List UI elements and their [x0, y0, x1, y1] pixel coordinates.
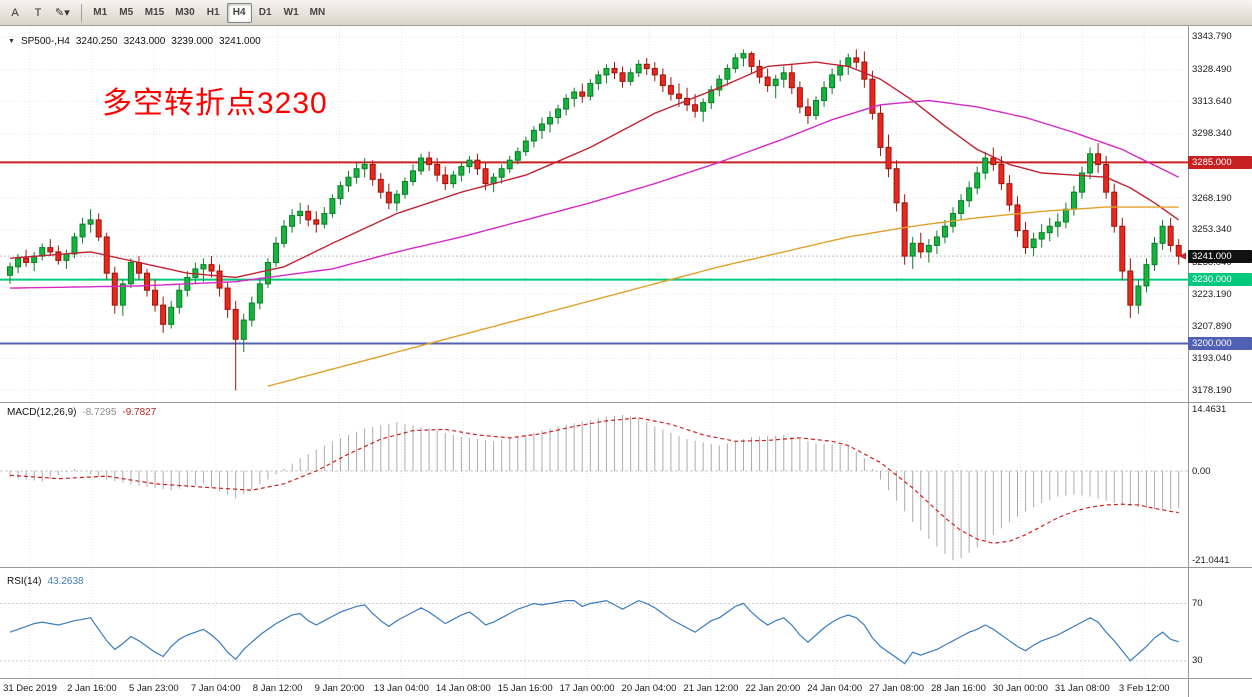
price-axis-label: 3313.640 [1192, 95, 1232, 107]
chart-symbol-header: ▼ SP500-,H4 3240.250 3243.000 3239.000 3… [8, 36, 261, 47]
time-axis-label: 31 Jan 08:00 [1055, 683, 1110, 694]
timeframe-m5-button[interactable]: M5 [119, 7, 134, 18]
time-axis-label: 15 Jan 16:00 [498, 683, 553, 694]
time-axis-label: 28 Jan 16:00 [931, 683, 986, 694]
macd-axis-label: 0.00 [1192, 465, 1211, 477]
price-badge: 3241.000 [1188, 249, 1252, 263]
macd-histogram [9, 414, 1180, 561]
ohlc-open: 3240.250 [75, 36, 118, 47]
styles-dropdown-tool-button[interactable]: ✎▾ [55, 7, 70, 19]
price-axis-label: 3328.490 [1192, 64, 1232, 76]
grid-layer [0, 26, 1188, 678]
timeframe-d1-button[interactable]: D1 [258, 7, 272, 18]
text-label-tool-button[interactable]: T [34, 6, 42, 19]
timeframe-m15-button[interactable]: M15 [144, 7, 165, 18]
price-axis-label: 3343.790 [1192, 31, 1232, 43]
macd-title: MACD(12,26,9) [7, 407, 77, 418]
time-axis-label: 24 Jan 04:00 [807, 683, 862, 694]
timeframe-m1-button[interactable]: M1 [93, 7, 108, 18]
rsi-title: RSI(14) [7, 576, 42, 587]
macd-signal-line [9, 417, 1179, 544]
macd-signal-value: -9.7827 [122, 407, 157, 418]
rsi-panel-header: RSI(14) 43.2638 [7, 576, 84, 587]
symbol-name: SP500-,H4 [20, 36, 70, 47]
time-axis-label: 9 Jan 20:00 [315, 683, 365, 694]
ma-fast-red [9, 61, 1180, 279]
candles-layer [7, 49, 1182, 391]
time-axis-label: 13 Jan 04:00 [374, 683, 429, 694]
chart-annotation-text: 多空转折点3230 [102, 87, 328, 120]
timeframe-mn-button[interactable]: MN [309, 7, 326, 18]
tool-buttons-group: A T ✎▾ [4, 3, 75, 23]
macd-axis-label: 14.4631 [1192, 404, 1227, 416]
time-axis-label: 7 Jan 04:00 [191, 683, 241, 694]
time-axis-label: 31 Dec 2019 [3, 683, 57, 694]
timeframe-buttons-group: M1 M5 M15 M30 H1 H4 D1 W1 MN [88, 2, 330, 23]
timeframe-w1-button[interactable]: W1 [283, 7, 299, 18]
time-axis-label: 20 Jan 04:00 [622, 683, 677, 694]
price-axis-label: 3253.340 [1192, 224, 1232, 236]
time-axis-label: 21 Jan 12:00 [683, 683, 738, 694]
rsi-axis-label: 30 [1192, 655, 1203, 667]
macd-axis-label: -21.0441 [1192, 555, 1230, 566]
ma-slow-magenta [9, 99, 1180, 289]
ma-long-orange [267, 206, 1179, 387]
time-axis-label: 3 Feb 12:00 [1119, 683, 1170, 694]
time-axis-label: 8 Jan 12:00 [253, 683, 303, 694]
rsi-line [9, 599, 1179, 665]
time-axis-label: 27 Jan 08:00 [869, 683, 924, 694]
collapse-triangle-icon[interactable]: ▼ [8, 38, 15, 45]
time-axis-label: 14 Jan 08:00 [436, 683, 491, 694]
price-badge: 3200.000 [1188, 337, 1252, 351]
time-axis-label: 17 Jan 00:00 [560, 683, 615, 694]
time-axis-label: 5 Jan 23:00 [129, 683, 179, 694]
price-axis-label: 3178.190 [1192, 384, 1232, 396]
toolbar-separator [80, 3, 82, 22]
price-badge: 3285.000 [1188, 155, 1252, 169]
time-axis-label: 22 Jan 20:00 [745, 683, 800, 694]
price-axis-label: 3268.190 [1192, 192, 1232, 204]
price-axis-label: 3207.890 [1192, 321, 1232, 333]
price-axis-column: 3343.7903328.4903313.6403298.3403283.490… [1188, 26, 1252, 697]
timeframe-h4-button[interactable]: H4 [226, 2, 252, 23]
ohlc-low: 3239.000 [171, 36, 214, 47]
time-axis-label: 30 Jan 00:00 [993, 683, 1048, 694]
time-axis-label: 2 Jan 16:00 [67, 683, 117, 694]
top-toolbar: A T ✎▾ M1 M5 M15 M30 H1 H4 D1 W1 MN [0, 0, 1252, 26]
timeframe-m30-button[interactable]: M30 [175, 7, 195, 18]
price-badge: 3230.000 [1188, 273, 1252, 287]
macd-panel-header: MACD(12,26,9) -8.7295 -9.7827 [7, 407, 156, 418]
timeframe-h1-button[interactable]: H1 [206, 7, 220, 18]
ohlc-close: 3241.000 [219, 36, 261, 47]
price-axis-label: 3193.040 [1192, 352, 1232, 364]
price-chart[interactable]: 31 Dec 2019 2 Jan 16:00 5 Jan 23:00 7 Jan 0… [0, 26, 1252, 697]
rsi-value: 43.2638 [47, 576, 84, 587]
bid-arrow-icon [1179, 252, 1186, 260]
cursor-tool-button[interactable]: A [11, 6, 19, 19]
chart-window: 31 Dec 2019 2 Jan 16:00 5 Jan 23:00 7 Jan 0… [0, 26, 1252, 697]
rsi-axis-label: 70 [1192, 598, 1203, 609]
ohlc-high: 3243.000 [123, 36, 166, 47]
price-axis-label: 3298.340 [1192, 128, 1232, 140]
price-axis-label: 3223.190 [1192, 288, 1232, 300]
macd-main-value: -8.7295 [82, 407, 117, 418]
